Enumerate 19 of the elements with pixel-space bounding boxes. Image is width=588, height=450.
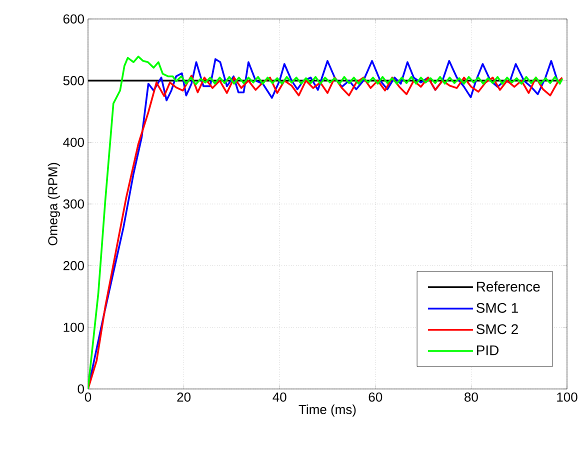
- legend-label: SMC 1: [476, 302, 518, 313]
- x-tick-label: 60: [368, 392, 382, 402]
- x-axis-title: Time (ms): [298, 404, 356, 417]
- y-tick-label: 500: [63, 76, 84, 86]
- y-tick-label: 300: [63, 199, 84, 209]
- y-axis-title: Omega (RPM): [48, 162, 60, 246]
- legend-label: SMC 2: [476, 324, 518, 334]
- y-tick-label: 100: [64, 322, 84, 332]
- y-tick-label: 0: [78, 384, 84, 394]
- legend-label: Reference: [477, 281, 540, 292]
- legend-label: PID: [477, 345, 499, 356]
- x-tick-label: 40: [272, 392, 286, 402]
- y-tick-label: 600: [63, 14, 84, 24]
- y-tick-label: 200: [63, 261, 84, 270]
- x-tick-label: 0: [84, 392, 92, 402]
- x-tick-label: 80: [464, 392, 478, 402]
- x-tick-label: 100: [557, 392, 578, 402]
- y-tick-label: 400: [63, 138, 84, 147]
- x-tick-label: 20: [177, 392, 191, 402]
